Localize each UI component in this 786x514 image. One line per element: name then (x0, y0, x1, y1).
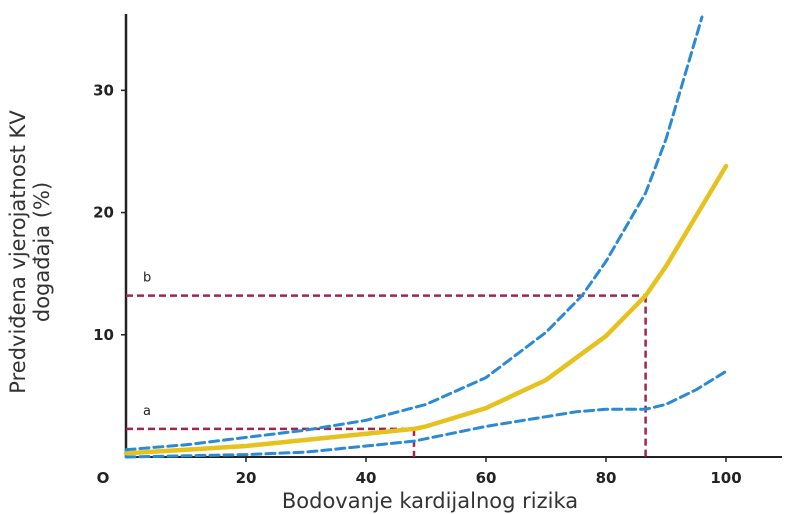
y-axis-title: Predviđena vjerojatnost KV događaja (%) (6, 110, 54, 394)
x-tick-label-20: 20 (236, 469, 257, 487)
series-upper-line (124, 15, 704, 452)
plot-area: O 20 40 60 80 100 10 20 30 a b (93, 14, 782, 487)
series-lower-line (124, 369, 728, 459)
series-estimate-line (123, 163, 729, 456)
x-axis-title: Bodovanje kardijalnog rizika (282, 489, 578, 513)
y-tick-label-10: 10 (93, 326, 114, 344)
x-tick-label-40: 40 (356, 469, 377, 487)
x-tick-label-80: 80 (596, 469, 617, 487)
x-tick-label-60: 60 (476, 469, 497, 487)
x-tick-label-100: 100 (710, 469, 741, 487)
annotation-label-b: b (143, 271, 151, 286)
y-tick-label-20: 20 (93, 204, 114, 222)
y-axis-title-line-2: događaja (%) (30, 182, 54, 322)
y-tick-label-30: 30 (93, 81, 114, 99)
annotation-label-a: a (143, 404, 151, 419)
x-tick-label-0: O (97, 469, 110, 487)
y-axis-title-line-1: Predviđena vjerojatnost KV (6, 110, 30, 394)
